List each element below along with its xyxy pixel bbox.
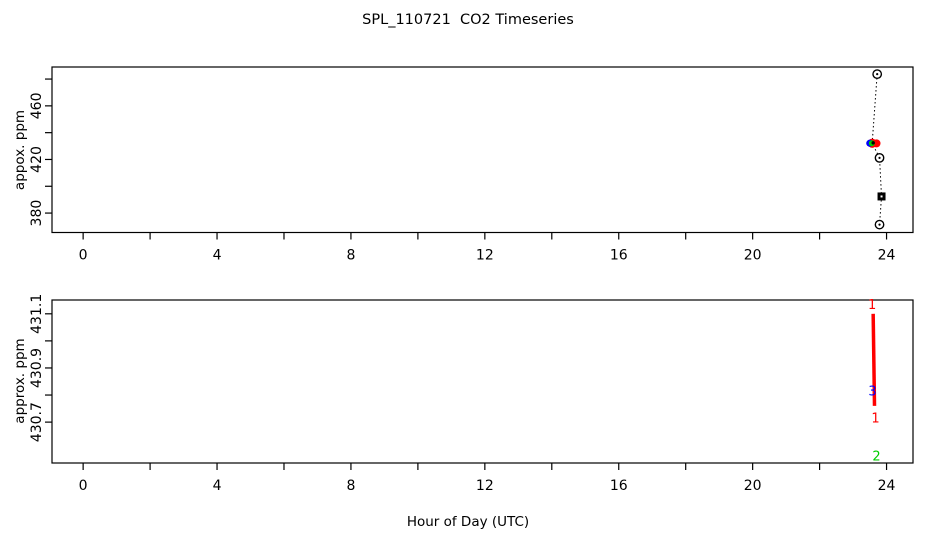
x-tick-label: 20 — [744, 478, 762, 494]
point-digit-label: 3 — [868, 384, 876, 399]
y-tick-label: 430.9 — [29, 348, 45, 388]
x-tick-label: 4 — [213, 248, 222, 264]
ylabel-bottom: approx. ppm — [12, 338, 28, 423]
panel-border — [51, 66, 914, 234]
y-tick-label: 420 — [29, 146, 45, 173]
x-tick-label: 16 — [610, 248, 628, 264]
panel-border — [51, 299, 914, 464]
data-point-center-dot — [878, 156, 881, 159]
y-tick-label: 431.1 — [29, 294, 45, 334]
panel-top: 0 4 8 12 16 20 24 380 420 460 — [29, 66, 914, 264]
data-point-square-dot — [880, 195, 883, 198]
x-tick-label: 0 — [79, 248, 88, 264]
x-tick-label: 24 — [878, 478, 896, 494]
x-tick-label: 12 — [476, 248, 494, 264]
x-tick-label: 4 — [213, 478, 222, 494]
y-tick-label: 430.7 — [29, 402, 45, 442]
x-tick-label: 16 — [610, 478, 628, 494]
data-point-center-dot — [876, 73, 879, 76]
x-tick-label: 20 — [744, 248, 762, 264]
point-digit-label: 2 — [872, 449, 880, 464]
x-tick-label: 12 — [476, 478, 494, 494]
y-tick-label: 460 — [29, 92, 45, 119]
ylabel-top: appox. ppm — [12, 110, 28, 190]
series-line-co2-dotted-black — [871, 74, 883, 225]
series-segment — [871, 313, 877, 406]
x-tick-label: 8 — [346, 248, 355, 264]
point-digit-label: 1 — [868, 298, 876, 313]
chart-title: SPL_110721 CO2 Timeseries — [362, 12, 574, 28]
point-digit-label: 1 — [871, 412, 879, 427]
y-tick-label: 380 — [29, 200, 45, 227]
x-tick-label: 8 — [346, 478, 355, 494]
xlabel: Hour of Day (UTC) — [407, 514, 529, 530]
x-tick-label: 24 — [878, 248, 896, 264]
x-tick-label: 0 — [79, 478, 88, 494]
overlay-point — [871, 141, 875, 145]
data-point-center-dot — [878, 223, 881, 226]
